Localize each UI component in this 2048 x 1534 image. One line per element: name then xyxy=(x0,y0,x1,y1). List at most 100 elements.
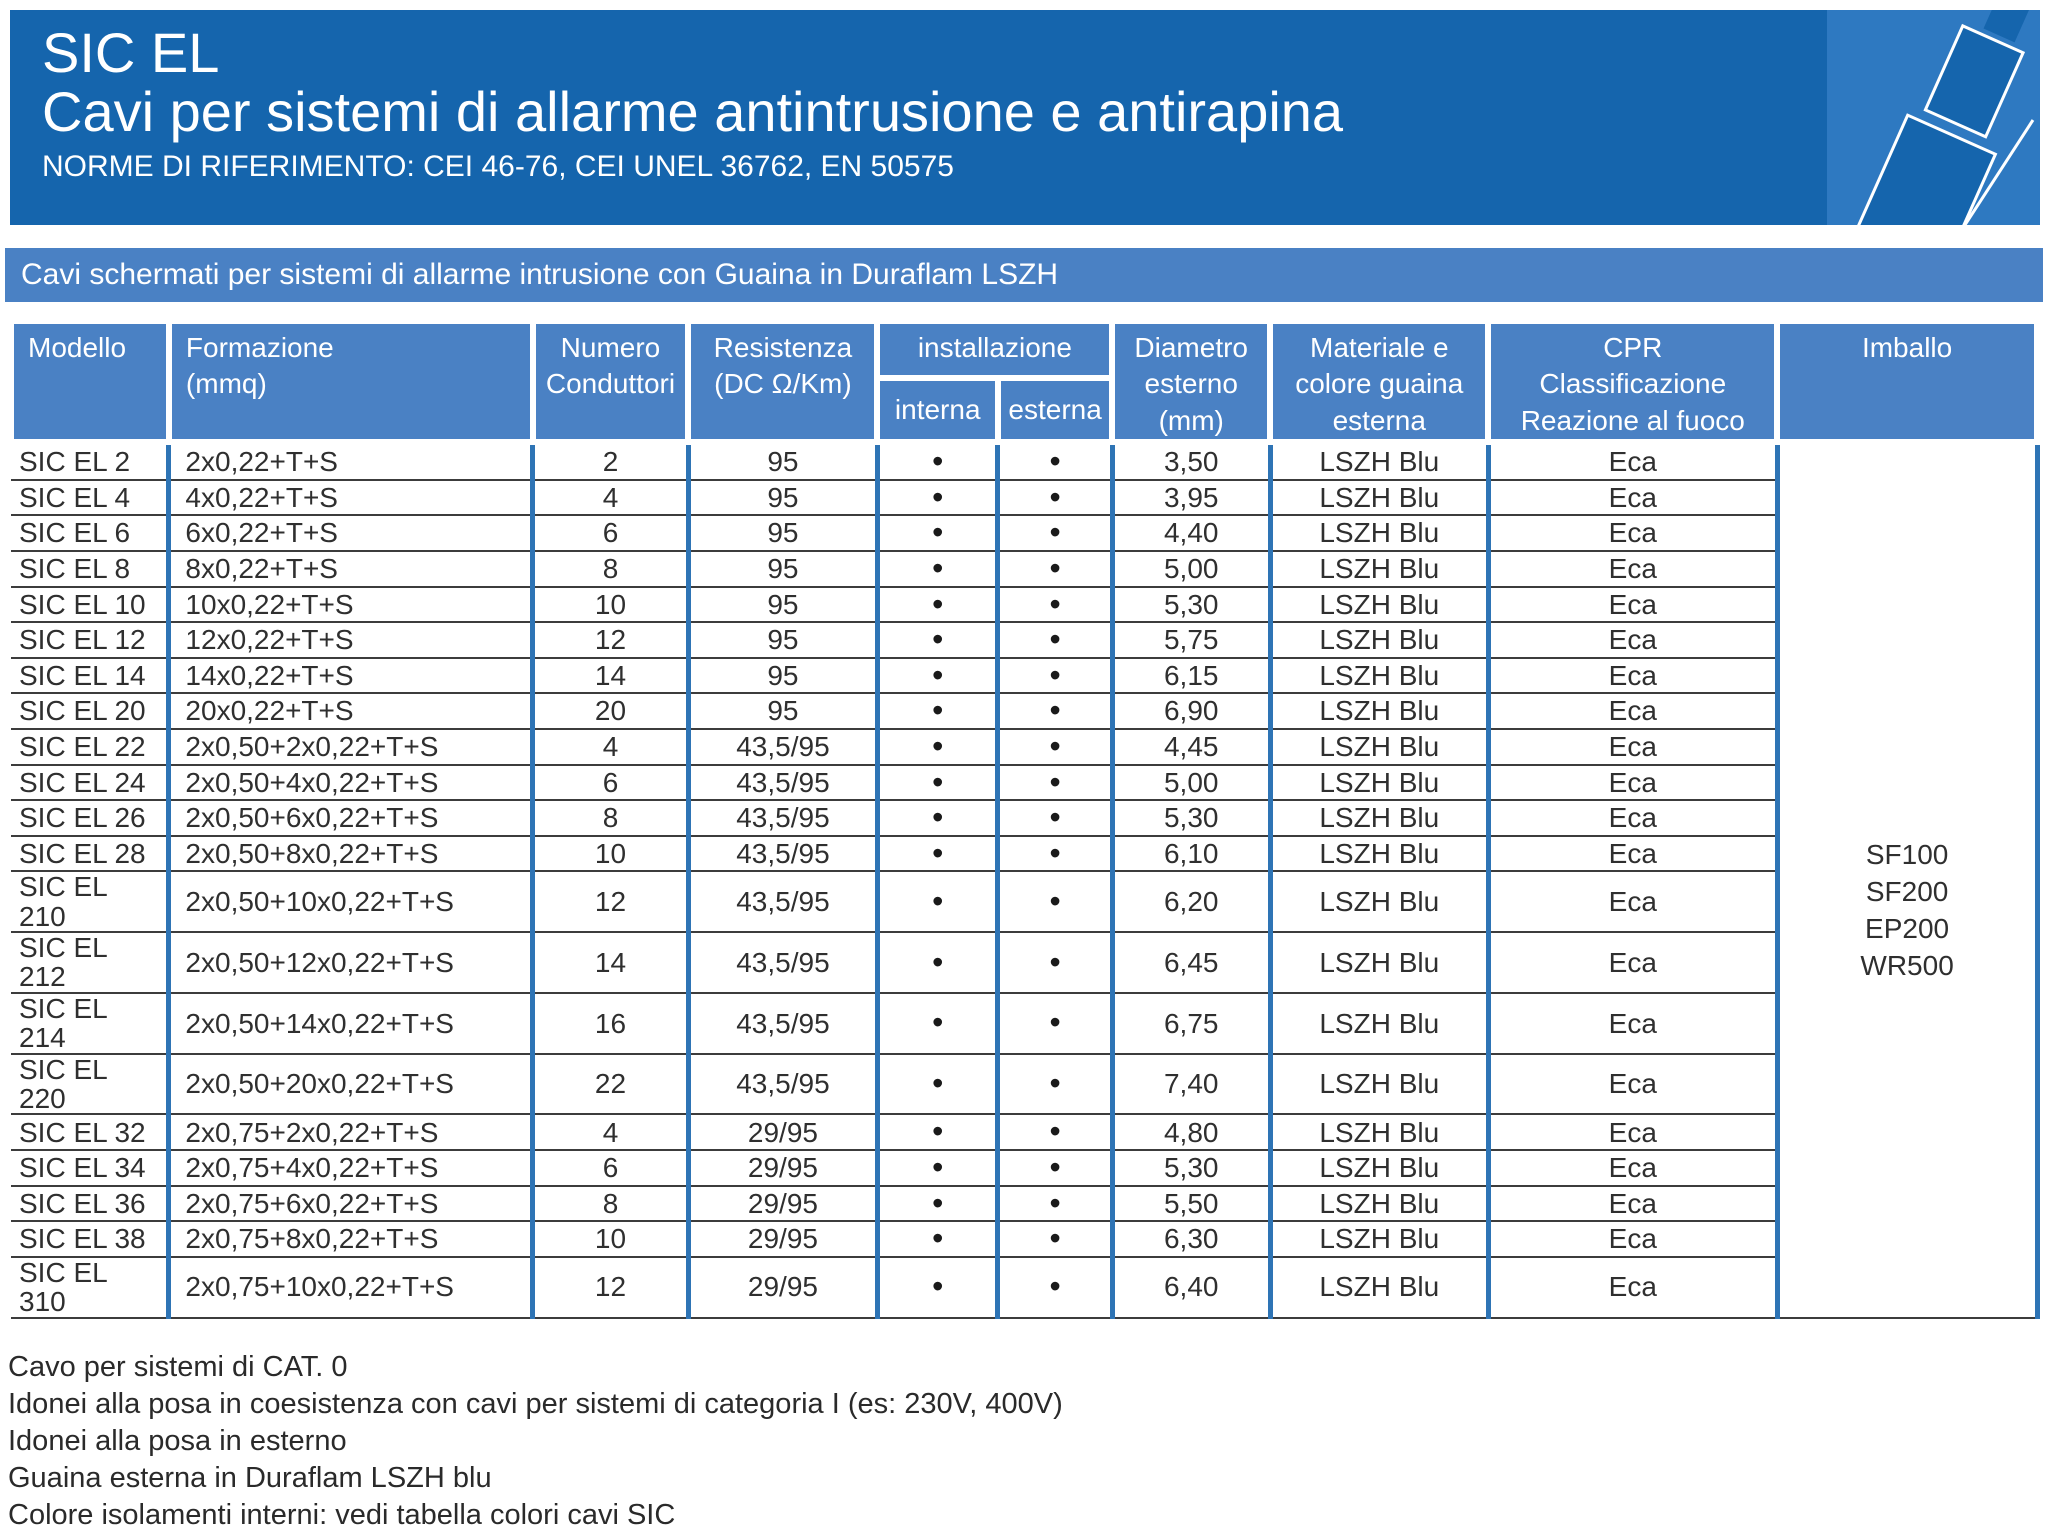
dot-installazione-esterna: • xyxy=(997,442,1115,481)
cell-resistance: 43,5/95 xyxy=(688,835,880,873)
dot-installazione-interna: • xyxy=(877,550,1001,588)
dot-installazione-interna: • xyxy=(877,992,1001,1055)
cell-conductors: 6 xyxy=(532,764,691,802)
section-band: Cavi schermati per sistemi di allarme in… xyxy=(5,248,2043,302)
cell-formation: 14x0,22+T+S xyxy=(168,657,536,695)
cell-conductors: 4 xyxy=(532,479,691,517)
cell-diameter: 5,30 xyxy=(1112,800,1273,837)
dot-installazione-esterna: • xyxy=(997,1053,1115,1116)
cell-cpr: Eca xyxy=(1488,442,1780,481)
cell-model: SIC EL 310 xyxy=(11,1256,172,1319)
cell-model: SIC EL 34 xyxy=(11,1150,172,1187)
cell-conductors: 6 xyxy=(532,1150,691,1187)
dot-installazione-interna: • xyxy=(877,1185,1001,1223)
footnote-line: Colore isolamenti interni: vedi tabella … xyxy=(8,1498,676,1531)
cell-resistance: 29/95 xyxy=(688,1221,880,1258)
cell-cpr: Eca xyxy=(1488,992,1780,1055)
cell-cpr: Eca xyxy=(1488,622,1780,659)
cell-formation: 2x0,50+12x0,22+T+S xyxy=(168,932,536,994)
dot-installazione-esterna: • xyxy=(997,550,1115,588)
cell-sheath: LSZH Blu xyxy=(1270,442,1491,481)
col-header-numero-conduttori: Numero Conduttori xyxy=(529,317,692,446)
cell-formation: 2x0,50+2x0,22+T+S xyxy=(168,728,536,766)
table-row: SIC EL 20 20x0,22+T+S 20 95 • • 6,90 LSZ… xyxy=(11,693,2037,730)
table-body: SIC EL 2 2x0,22+T+S 2 95 • • 3,50 LSZH B… xyxy=(11,442,2040,1319)
dot-installazione-esterna: • xyxy=(997,657,1115,695)
footnotes: Cavo per sistemi di CAT. 0 Idonei alla po… xyxy=(8,1349,2048,1534)
table-row: SIC EL 12 12x0,22+T+S 12 95 • • 5,75 LSZ… xyxy=(11,622,2037,659)
cell-formation: 2x0,22+T+S xyxy=(168,442,536,481)
cell-sheath: LSZH Blu xyxy=(1270,992,1491,1055)
col-header-diametro: Diametro esterno (mm) xyxy=(1109,317,1274,446)
dot-installazione-esterna: • xyxy=(997,871,1115,934)
cell-conductors: 6 xyxy=(532,515,691,552)
dot-installazione-esterna: • xyxy=(997,622,1115,659)
col-header-modello: Modello xyxy=(8,317,172,446)
cell-model: SIC EL 10 xyxy=(11,586,172,624)
cell-cpr: Eca xyxy=(1488,1221,1780,1258)
cell-conductors: 14 xyxy=(532,932,691,994)
cell-diameter: 5,30 xyxy=(1112,586,1273,624)
table-row: SIC EL 220 2x0,50+20x0,22+T+S 22 43,5/95… xyxy=(11,1053,2037,1116)
dot-installazione-interna: • xyxy=(877,1114,1001,1152)
cell-conductors: 10 xyxy=(532,586,691,624)
cell-resistance: 43,5/95 xyxy=(688,800,880,837)
cell-cpr: Eca xyxy=(1488,1053,1780,1116)
reference-norms: NORME DI RIFERIMENTO: CEI 46-76, CEI UNE… xyxy=(42,150,954,183)
cell-model: SIC EL 210 xyxy=(11,871,172,934)
cell-resistance: 43,5/95 xyxy=(688,992,880,1055)
footnote-line: Cavo per sistemi di CAT. 0 xyxy=(8,1350,348,1383)
cell-formation: 2x0,75+6x0,22+T+S xyxy=(168,1185,536,1223)
cell-sheath: LSZH Blu xyxy=(1270,764,1491,802)
col-header-resistenza: Resistenza (DC Ω/Km) xyxy=(685,317,881,446)
cell-conductors: 14 xyxy=(532,657,691,695)
cell-resistance: 95 xyxy=(688,586,880,624)
cell-cpr: Eca xyxy=(1488,693,1780,730)
cell-formation: 2x0,50+8x0,22+T+S xyxy=(168,835,536,873)
cell-diameter: 5,00 xyxy=(1112,764,1273,802)
table-row: SIC EL 38 2x0,75+8x0,22+T+S 10 29/95 • •… xyxy=(11,1221,2037,1258)
cell-sheath: LSZH Blu xyxy=(1270,479,1491,517)
col-header-formazione: Formazione (mmq) xyxy=(165,317,536,446)
cell-formation: 2x0,75+10x0,22+T+S xyxy=(168,1256,536,1319)
cell-formation: 2x0,75+4x0,22+T+S xyxy=(168,1150,536,1187)
cell-formation: 10x0,22+T+S xyxy=(168,586,536,624)
cell-resistance: 29/95 xyxy=(688,1114,880,1152)
table-row: SIC EL 210 2x0,50+10x0,22+T+S 12 43,5/95… xyxy=(11,871,2037,934)
cell-sheath: LSZH Blu xyxy=(1270,1150,1491,1187)
cell-conductors: 12 xyxy=(532,1256,691,1319)
cell-cpr: Eca xyxy=(1488,1185,1780,1223)
dot-installazione-interna: • xyxy=(877,800,1001,837)
cell-formation: 12x0,22+T+S xyxy=(168,622,536,659)
dot-installazione-interna: • xyxy=(877,479,1001,517)
cell-resistance: 95 xyxy=(688,693,880,730)
cell-formation: 2x0,75+2x0,22+T+S xyxy=(168,1114,536,1152)
page-banner: SIC EL Cavi per sistemi di allarme antin… xyxy=(10,10,2040,225)
cell-cpr: Eca xyxy=(1488,871,1780,934)
cell-conductors: 2 xyxy=(532,442,691,481)
cell-formation: 2x0,75+8x0,22+T+S xyxy=(168,1221,536,1258)
footnote-line: Guaina esterna in Duraflam LSZH blu xyxy=(8,1461,492,1494)
cell-resistance: 95 xyxy=(688,550,880,588)
cell-conductors: 8 xyxy=(532,800,691,837)
dot-installazione-esterna: • xyxy=(997,835,1115,873)
cell-sheath: LSZH Blu xyxy=(1270,586,1491,624)
cell-model: SIC EL 28 xyxy=(11,835,172,873)
dot-installazione-interna: • xyxy=(877,728,1001,766)
cell-diameter: 6,75 xyxy=(1112,992,1273,1055)
cell-formation: 2x0,50+6x0,22+T+S xyxy=(168,800,536,837)
table-row: SIC EL 32 2x0,75+2x0,22+T+S 4 29/95 • • … xyxy=(11,1114,2037,1152)
cell-model: SIC EL 38 xyxy=(11,1221,172,1258)
cell-diameter: 6,90 xyxy=(1112,693,1273,730)
cell-formation: 6x0,22+T+S xyxy=(168,515,536,552)
dot-installazione-esterna: • xyxy=(997,992,1115,1055)
cell-diameter: 3,50 xyxy=(1112,442,1273,481)
cell-sheath: LSZH Blu xyxy=(1270,871,1491,934)
dot-installazione-interna: • xyxy=(877,622,1001,659)
cell-resistance: 29/95 xyxy=(688,1256,880,1319)
cell-diameter: 7,40 xyxy=(1112,1053,1273,1116)
cell-conductors: 4 xyxy=(532,1114,691,1152)
cell-cpr: Eca xyxy=(1488,1150,1780,1187)
cell-formation: 2x0,50+10x0,22+T+S xyxy=(168,871,536,934)
cell-conductors: 20 xyxy=(532,693,691,730)
